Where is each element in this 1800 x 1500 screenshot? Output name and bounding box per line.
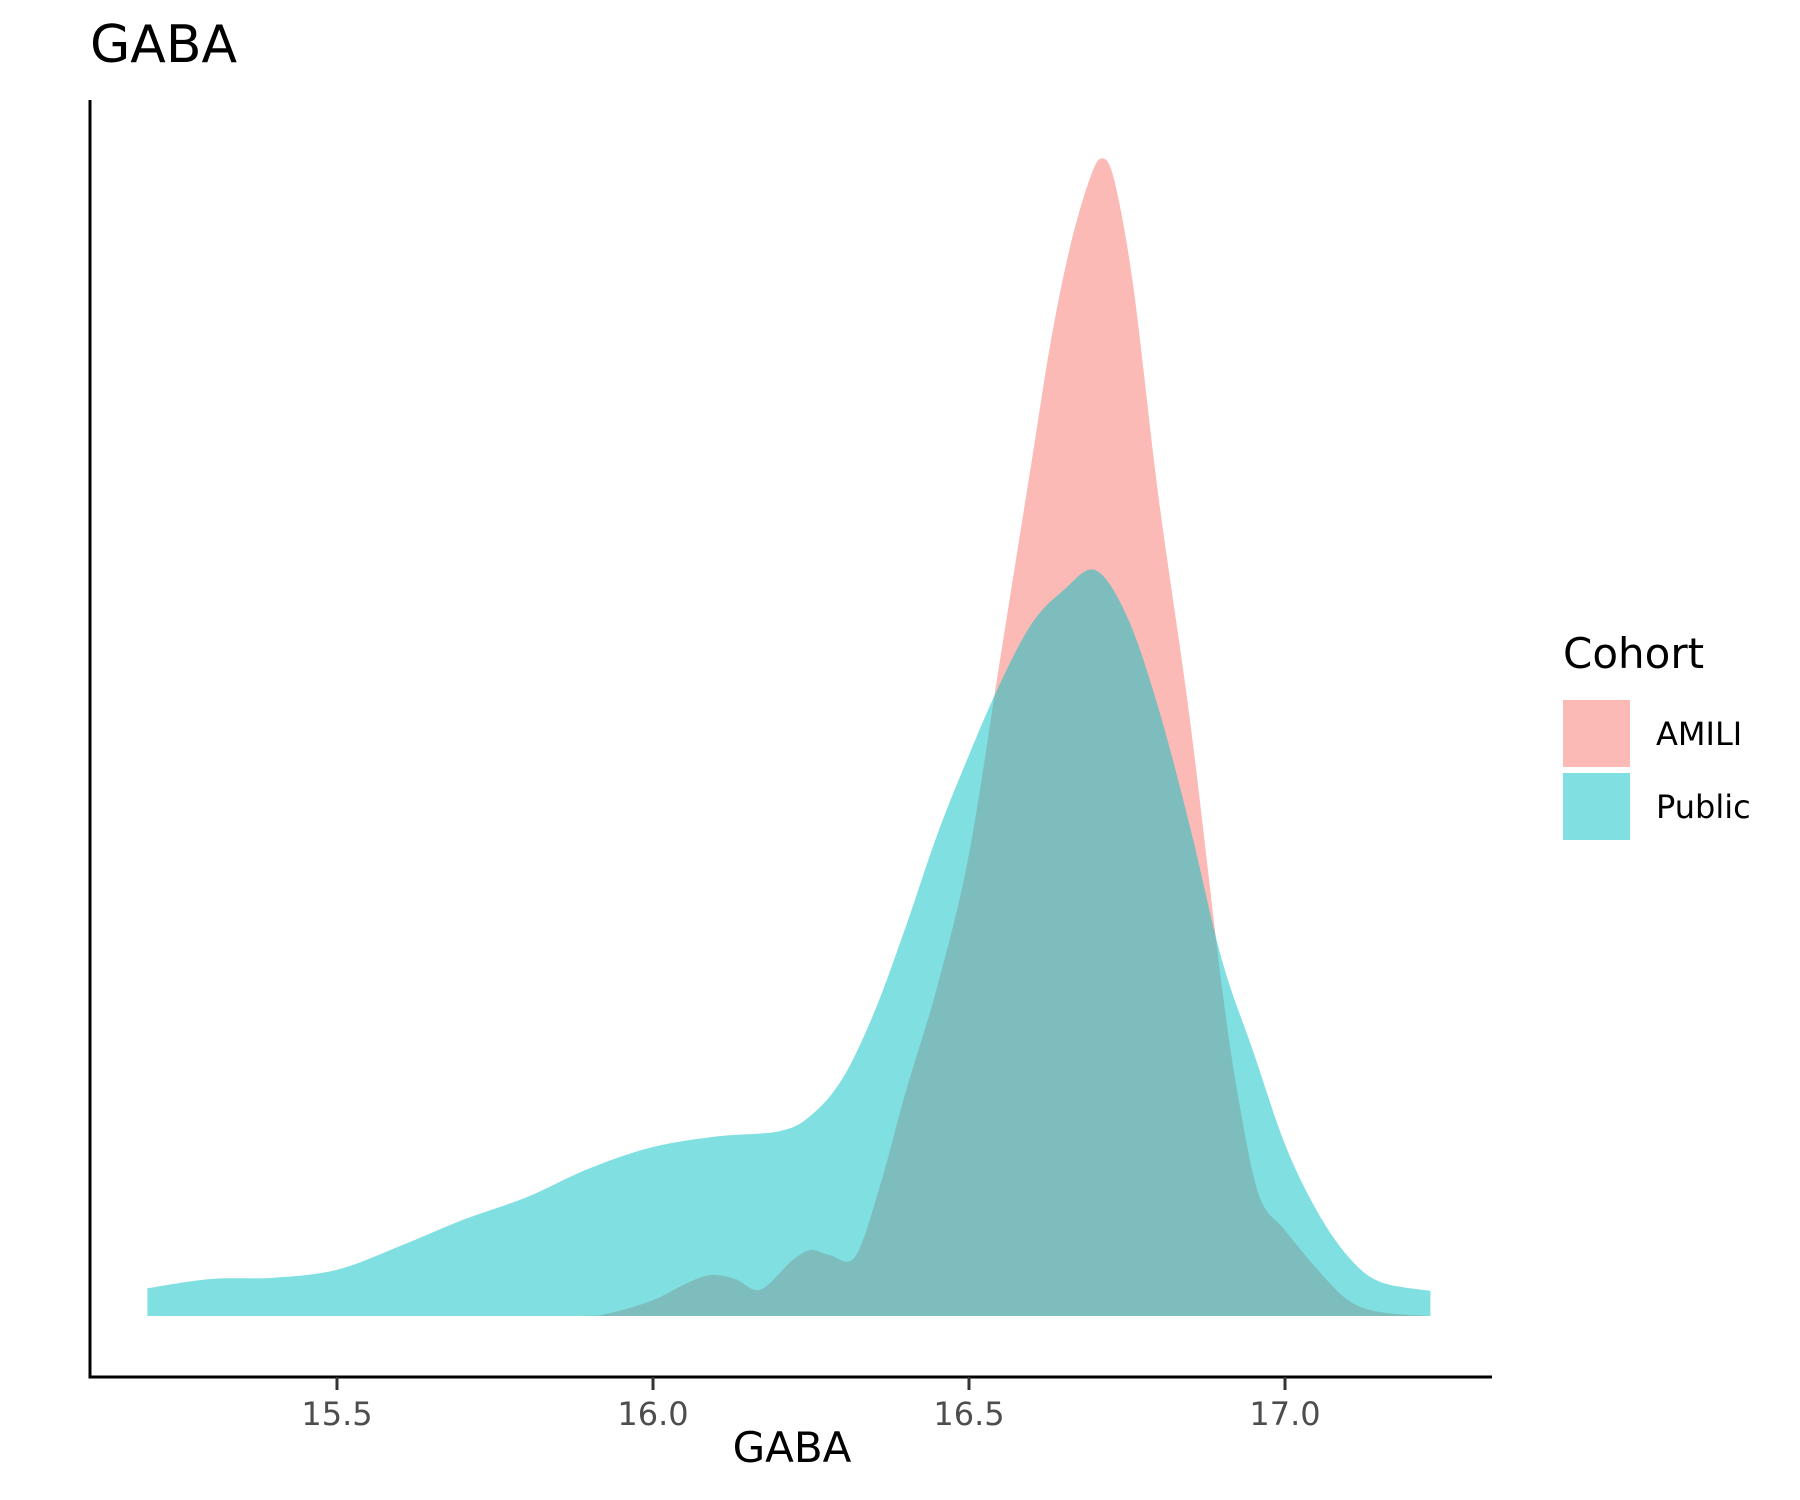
x-tick-label: 16.5 (933, 1395, 1004, 1433)
legend-label-amili: AMILI (1656, 715, 1742, 753)
x-tick-label: 17.0 (1249, 1395, 1320, 1433)
x-axis-ticks: 15.5 16.0 16.5 17.0 (301, 1377, 1321, 1433)
x-axis-title: GABA (733, 1423, 852, 1472)
legend-label-public: Public (1656, 788, 1751, 826)
x-tick-label: 15.5 (301, 1395, 372, 1433)
legend-key-amili (1563, 700, 1630, 767)
plot-area (147, 158, 1431, 1316)
legend: Cohort AMILI Public (1563, 629, 1751, 840)
legend-title: Cohort (1563, 629, 1704, 678)
density-area-public (147, 569, 1431, 1316)
x-tick-label: 16.0 (617, 1395, 688, 1433)
legend-key-public (1563, 773, 1630, 840)
chart-title: GABA (90, 15, 238, 75)
